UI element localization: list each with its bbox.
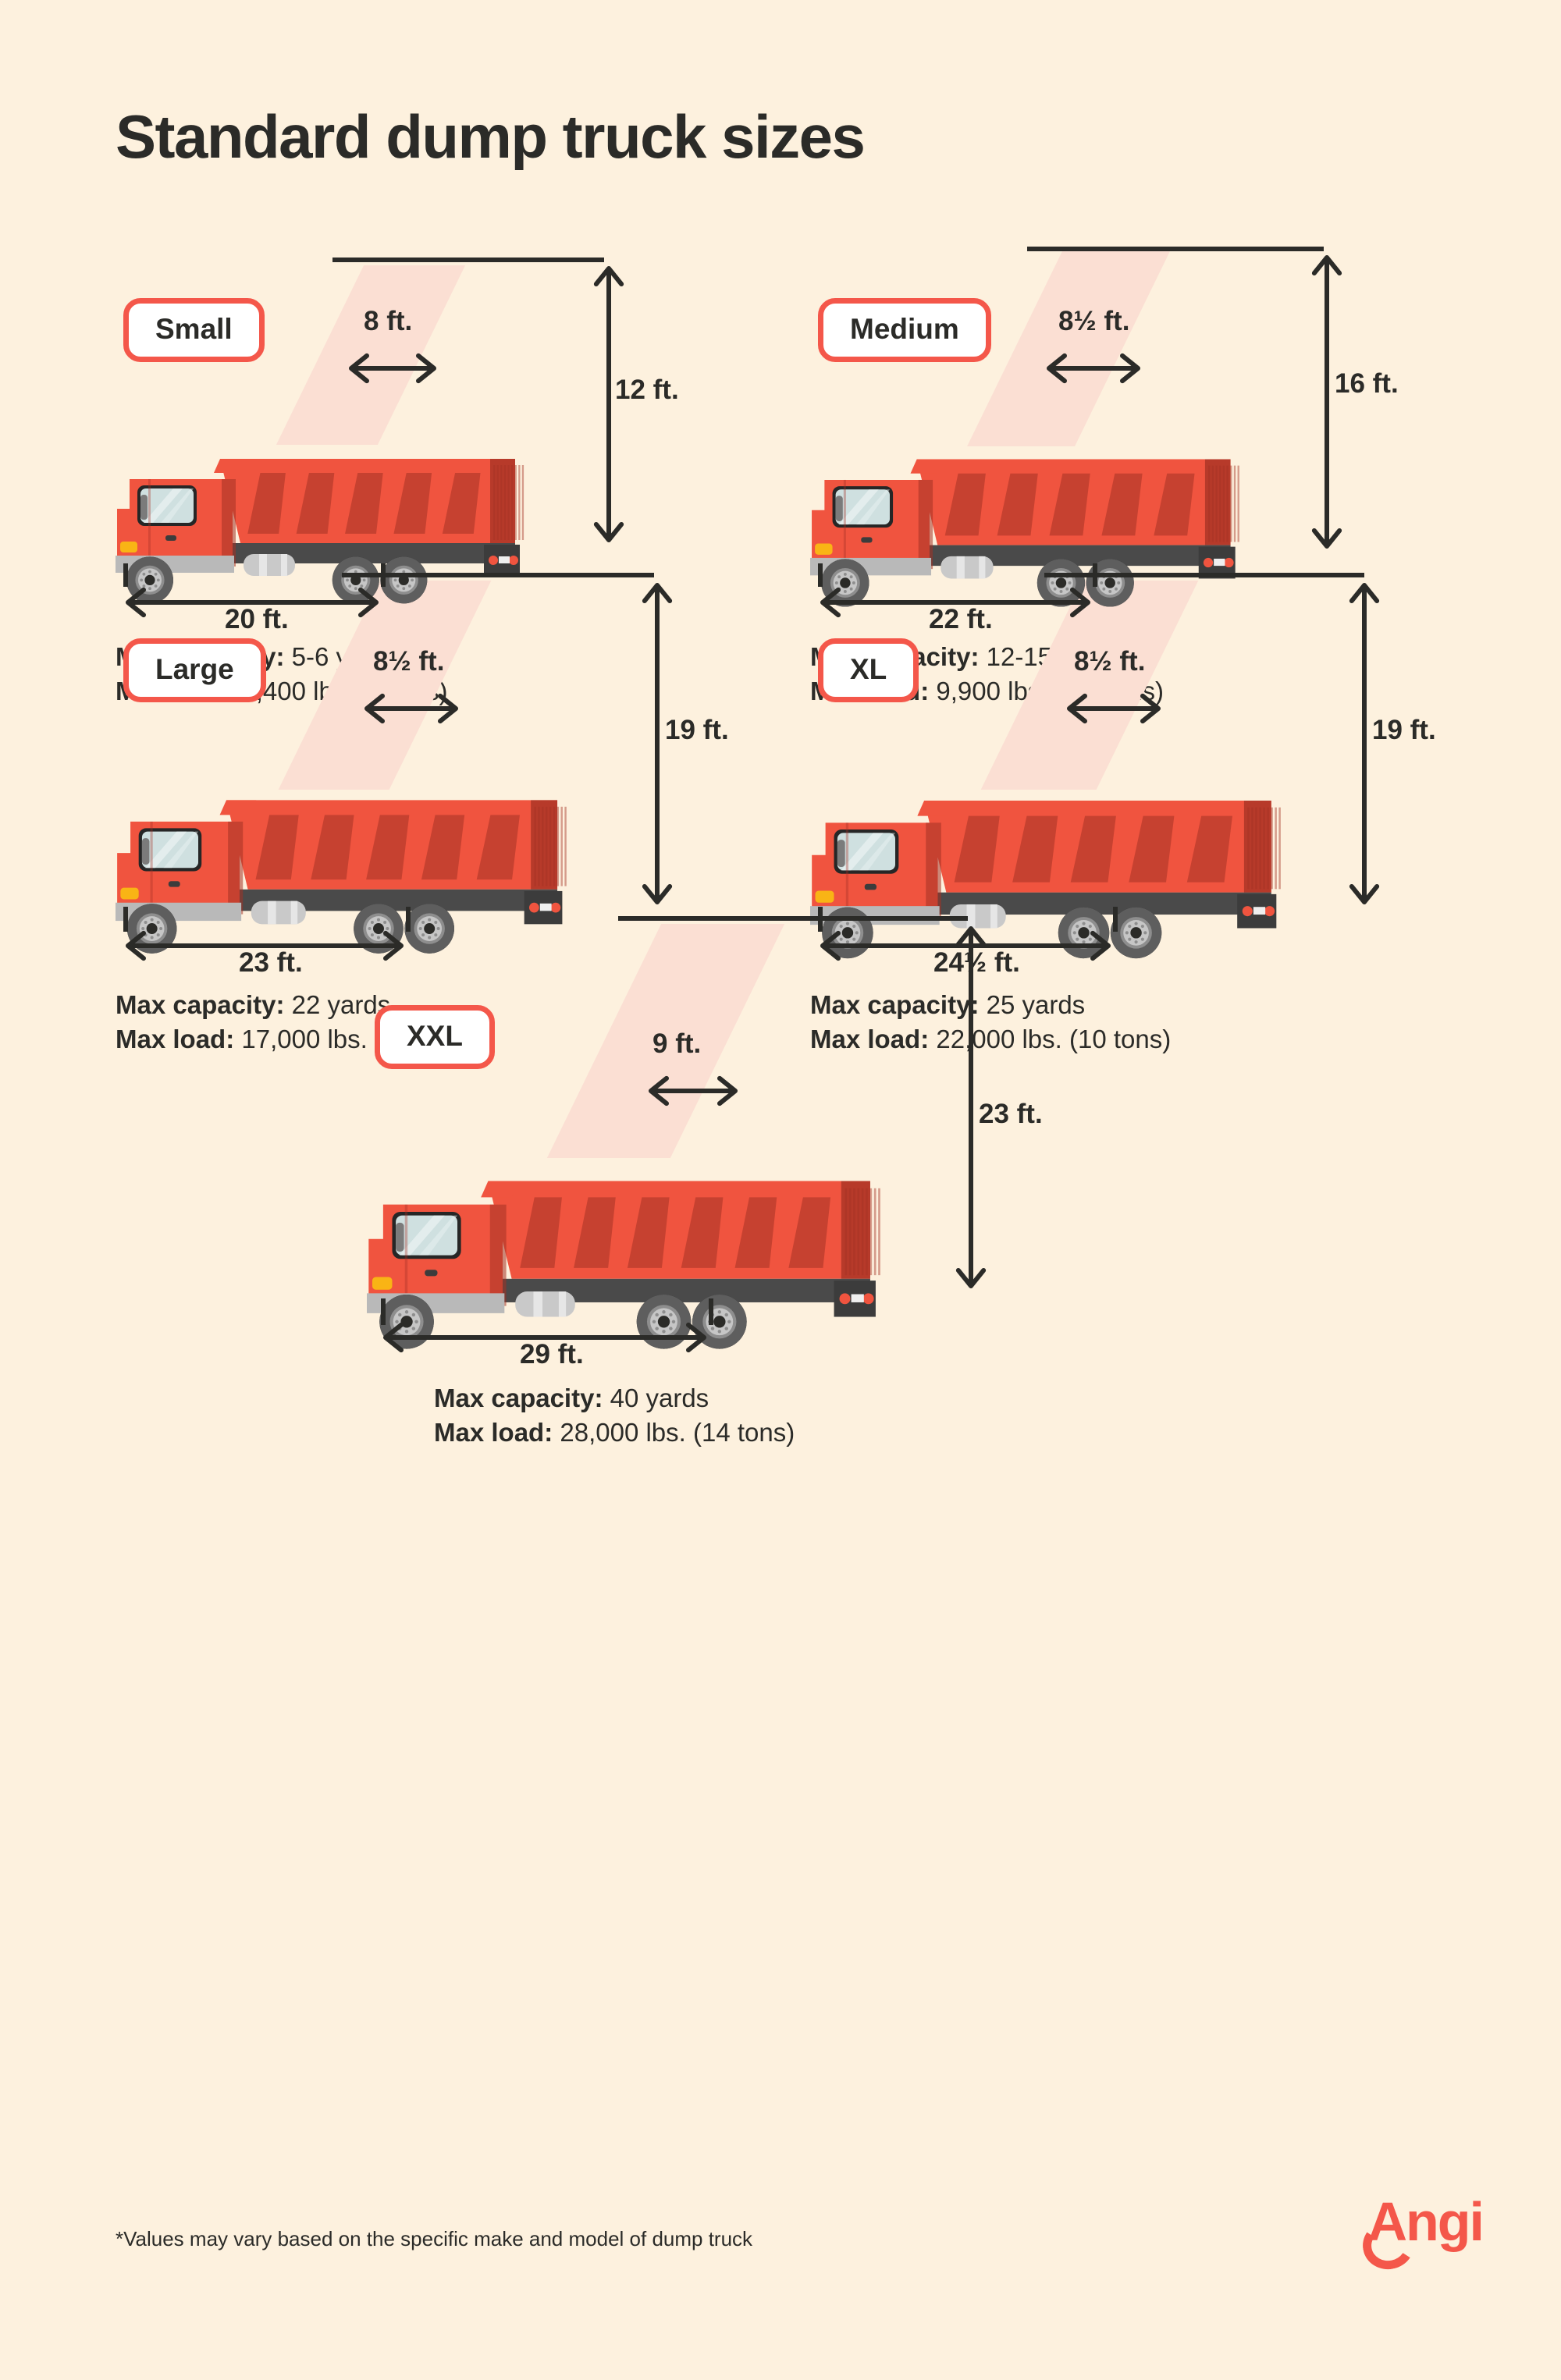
- bed-width-dimension-arrow: [362, 691, 460, 730]
- dump-truck-illustration: [810, 782, 1296, 964]
- length-label: 24½ ft.: [933, 947, 1020, 978]
- dump-truck-illustration: [116, 782, 582, 960]
- height-label: 19 ft.: [1372, 715, 1436, 745]
- spec-capacity: Max capacity: 22 yards: [116, 988, 462, 1022]
- length-dimension-arrow: [123, 929, 406, 967]
- length-label: 23 ft.: [239, 947, 303, 978]
- bed-width-dimension-arrow: [1044, 351, 1143, 389]
- spec-capacity: Max capacity: 40 yards: [434, 1381, 795, 1416]
- bed-width-label: 8½ ft.: [1074, 646, 1146, 677]
- page-title: Standard dump truck sizes: [116, 102, 866, 171]
- spec-capacity: Max capacity: 25 yards: [810, 988, 1171, 1022]
- bed-width-label: 9 ft.: [652, 1028, 702, 1059]
- bed-width-label: 8½ ft.: [1058, 306, 1130, 336]
- truck-diagram: XXL 23 ft. 9 ft. 29 ft.: [367, 916, 1069, 1401]
- height-label: 16 ft.: [1335, 368, 1399, 399]
- spec-capacity-key: Max capacity:: [116, 990, 285, 1019]
- truck-diagram: XL 19 ft. 8½ ft. 24½ ft.: [810, 573, 1513, 1035]
- height-dimension-arrow: [954, 924, 988, 1295]
- truck-diagram: Small 12 ft. 8 ft. 20 ft.: [116, 258, 818, 694]
- height-extension-line: [332, 258, 604, 262]
- size-badge[interactable]: Small: [123, 298, 265, 362]
- spec-capacity-key: Max capacity:: [810, 990, 980, 1019]
- bed-width-label: 8 ft.: [364, 306, 413, 336]
- bed-width-dimension-arrow: [347, 351, 439, 389]
- truck-card-xxl: XXL 23 ft. 9 ft. 29 ft. Max capacity: 40 …: [367, 916, 1069, 1447]
- size-badge[interactable]: XXL: [375, 1005, 495, 1069]
- raised-bed-ghost: [967, 251, 1170, 446]
- spec-load-value: 22,000 lbs. (10 tons): [936, 1024, 1172, 1053]
- height-dimension-arrow: [1310, 253, 1344, 555]
- truck-card-medium: Medium 16 ft. 8½ ft. 22 ft.Max capacity:…: [810, 247, 1513, 705]
- size-badge[interactable]: Medium: [818, 298, 991, 362]
- height-label: 19 ft.: [665, 715, 729, 745]
- size-badge[interactable]: Large: [123, 638, 266, 702]
- spec-load: Max load: 28,000 lbs. (14 tons): [434, 1416, 795, 1450]
- height-extension-line: [1027, 247, 1324, 251]
- length-extension-tick: [381, 1298, 386, 1325]
- length-label: 20 ft.: [225, 604, 289, 634]
- height-dimension-arrow: [640, 581, 674, 911]
- length-extension-tick: [123, 563, 128, 587]
- spec-capacity-value: 40 yards: [610, 1384, 709, 1412]
- truck-card-large: Large 19 ft. 8½ ft. 23 ft. Max capacity: …: [116, 573, 818, 1053]
- spec-load-key: Max load:: [810, 1024, 930, 1053]
- truck-specs: Max capacity: 25 yards Max load: 22,000 l…: [810, 988, 1171, 1056]
- spec-load-key: Max load:: [116, 1024, 235, 1053]
- truck-diagram: Large 19 ft. 8½ ft. 23 ft.: [116, 573, 818, 1035]
- length-label: 22 ft.: [929, 604, 993, 634]
- spec-capacity-key: Max capacity:: [434, 1384, 603, 1412]
- dump-truck-illustration: [810, 442, 1254, 613]
- truck-diagram: Medium 16 ft. 8½ ft. 22 ft.: [810, 247, 1513, 694]
- length-dimension-arrow: [123, 585, 381, 623]
- truck-specs: Max capacity: 40 yards Max load: 28,000 l…: [434, 1381, 795, 1449]
- dump-truck-illustration: [116, 442, 539, 609]
- height-extension-line: [342, 573, 654, 577]
- bed-width-dimension-arrow: [646, 1074, 740, 1112]
- size-badge[interactable]: XL: [818, 638, 919, 702]
- footnote-text: *Values may vary based on the specific m…: [116, 2227, 753, 2250]
- length-dimension-arrow: [818, 929, 1113, 967]
- spec-load-key: Max load:: [434, 1417, 553, 1447]
- truck-card-xl: XL 19 ft. 8½ ft. 24½ ft. Max capacity: 25…: [810, 573, 1513, 1053]
- length-extension-tick: [406, 907, 411, 932]
- bed-width-dimension-arrow: [1065, 691, 1163, 730]
- spec-load-value: 28,000 lbs. (14 tons): [560, 1417, 795, 1447]
- logo-wordmark: Angi: [1367, 2191, 1485, 2252]
- bed-width-label: 8½ ft.: [373, 646, 445, 677]
- height-label: 12 ft.: [615, 375, 679, 405]
- length-label: 29 ft.: [520, 1339, 584, 1369]
- length-dimension-arrow: [381, 1320, 709, 1359]
- height-label: 23 ft.: [979, 1099, 1043, 1129]
- length-extension-tick: [123, 907, 128, 932]
- height-dimension-arrow: [1347, 581, 1381, 911]
- length-extension-tick: [709, 1298, 713, 1325]
- height-extension-line: [618, 916, 968, 921]
- spec-capacity-value: 22 yards: [291, 990, 391, 1019]
- length-dimension-arrow: [818, 585, 1093, 623]
- angi-logo: Angi: [1358, 2191, 1485, 2275]
- height-extension-line: [1044, 573, 1364, 577]
- height-dimension-arrow: [592, 264, 626, 549]
- length-extension-tick: [818, 563, 823, 587]
- length-extension-tick: [1113, 907, 1118, 932]
- spec-load: Max load: 22,000 lbs. (10 tons): [810, 1022, 1171, 1057]
- spec-capacity-value: 25 yards: [986, 990, 1086, 1019]
